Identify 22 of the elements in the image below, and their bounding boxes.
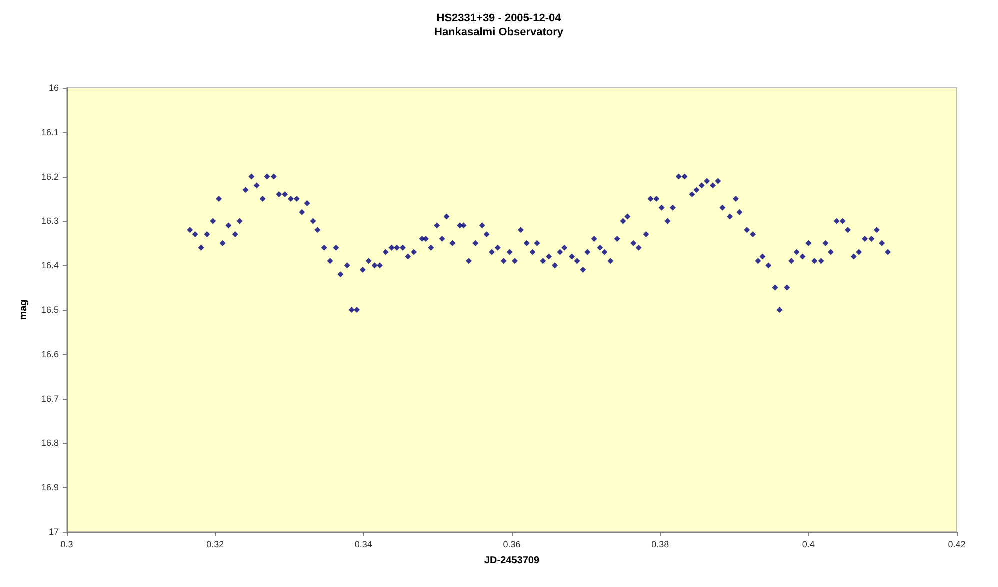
y-tick-label: 16.4: [41, 260, 59, 271]
x-tick-label: 0.38: [652, 540, 670, 550]
y-tick-label: 16.9: [41, 482, 59, 493]
y-tick-label: 16.1: [41, 127, 59, 138]
x-tick-label: 0.42: [948, 540, 966, 550]
x-tick-label: 0.36: [503, 540, 521, 550]
x-axis-title: JD-2453709: [484, 556, 540, 566]
x-tick-label: 0.4: [802, 540, 815, 550]
y-tick-label: 16.3: [41, 216, 59, 226]
y-tick-label: 16.5: [41, 305, 59, 315]
y-tick-label: 16.6: [41, 349, 59, 360]
y-axis-title: mag: [18, 300, 30, 320]
y-tick-label: 16.7: [41, 394, 59, 404]
y-tick-label: 16: [48, 83, 59, 93]
chart-subtitle: Hankasalmi Observatory: [434, 26, 564, 38]
y-tick-label: 16.8: [41, 438, 59, 448]
x-tick-label: 0.34: [354, 540, 372, 550]
y-tick-label: 17: [48, 527, 59, 537]
y-tick-label: 16.2: [41, 172, 59, 182]
x-tick-label: 0.32: [206, 540, 224, 550]
x-tick-label: 0.3: [60, 540, 74, 550]
chart-title: HS2331+39 - 2005-12-04: [436, 12, 562, 24]
